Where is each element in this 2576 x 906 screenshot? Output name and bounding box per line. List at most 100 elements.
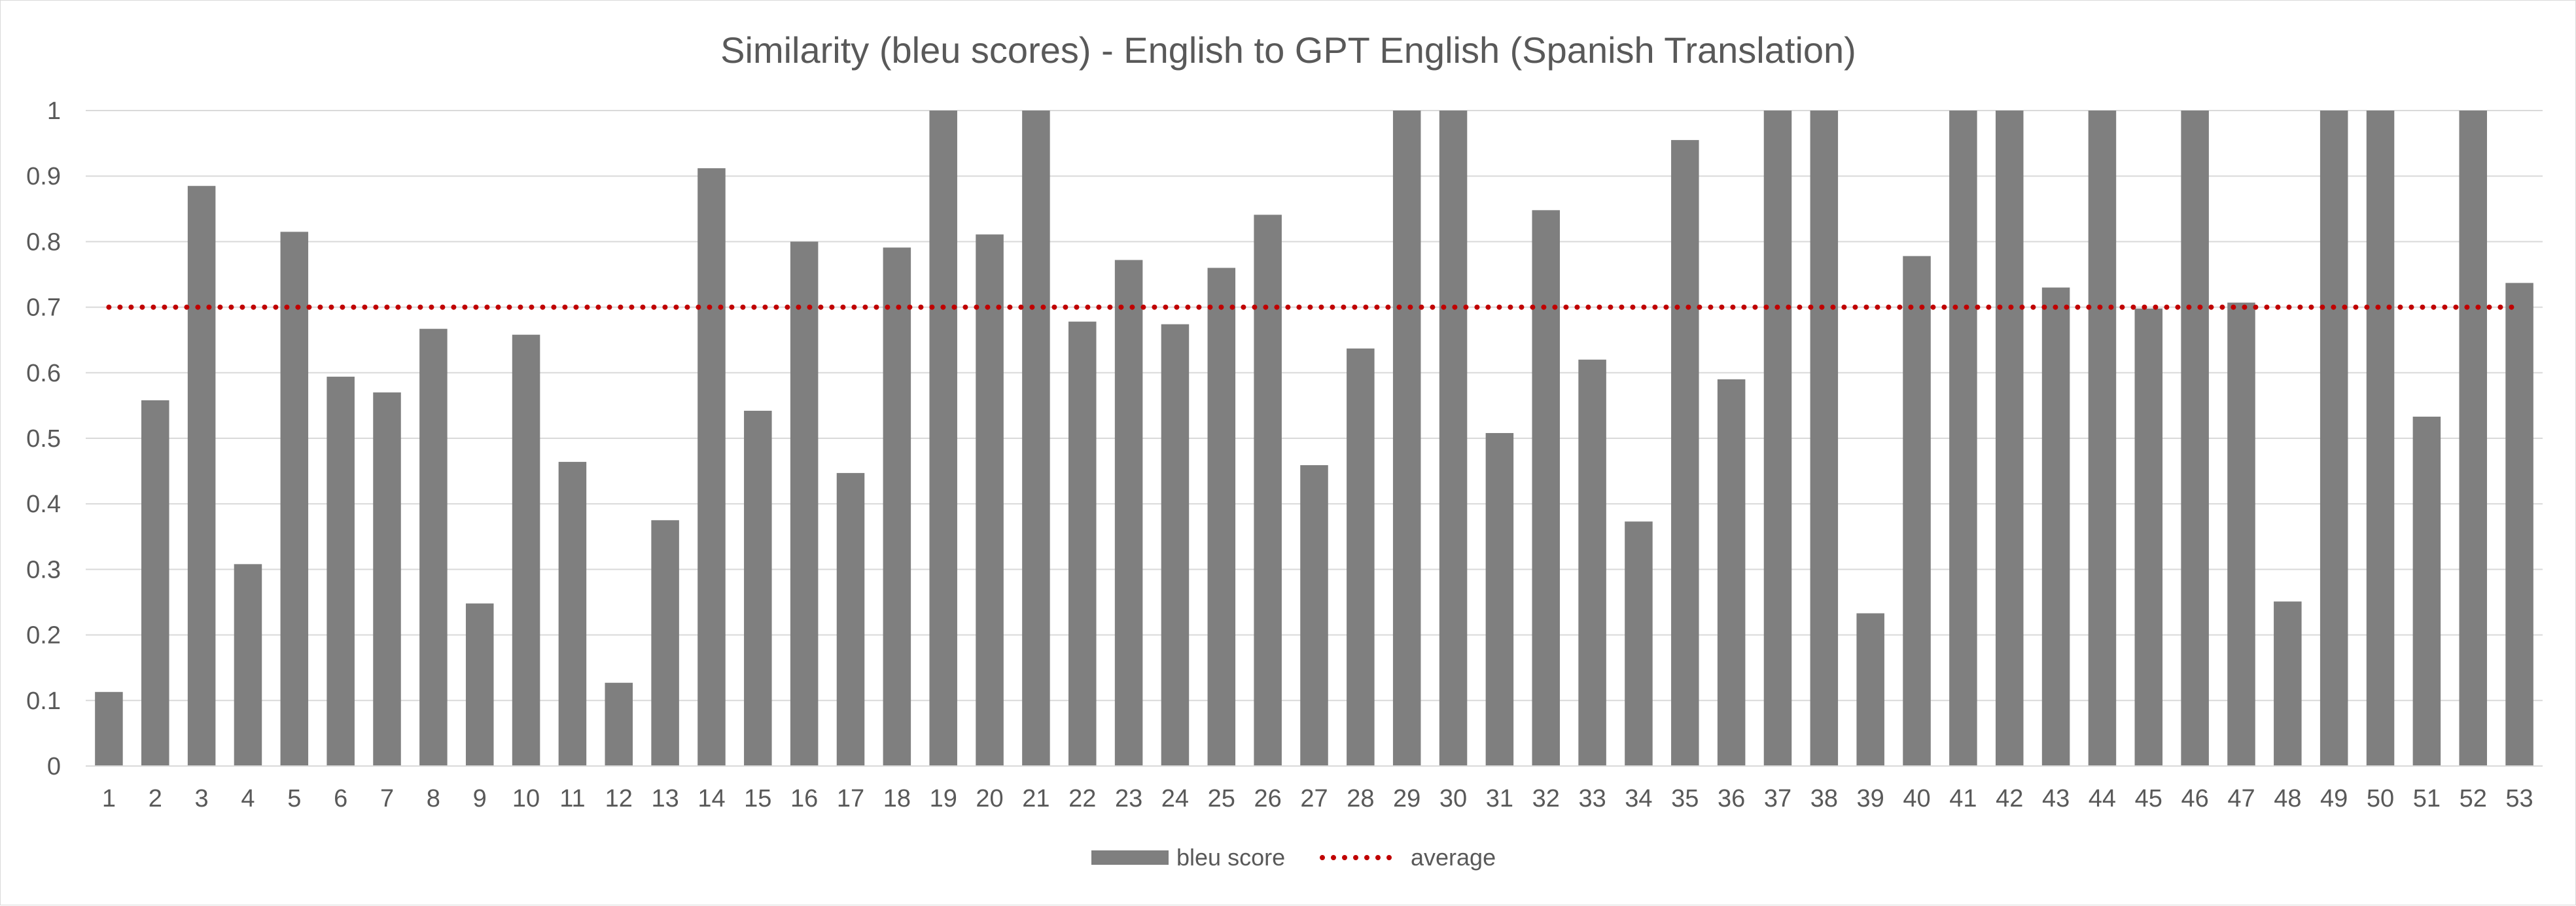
x-tick-label-39: 39: [1857, 785, 1884, 812]
x-tick-label-37: 37: [1764, 785, 1791, 812]
x-axis-tick-labels: 1 2 3 4 5 6 7 8 9 10 11 12 13 14 15 16 17 18 19 20 21 22 23 24 2…: [102, 785, 2533, 812]
bar-43: [2041, 287, 2070, 766]
bar-28: [1347, 348, 1375, 766]
x-tick-label-14: 14: [697, 785, 725, 812]
bar-17: [836, 473, 865, 766]
bar-53: [2505, 283, 2533, 766]
bar-19: [929, 111, 957, 766]
x-tick-label-2: 2: [149, 785, 162, 812]
x-tick-label-22: 22: [1068, 785, 1096, 812]
bar-46: [2181, 111, 2209, 766]
legend-swatch-bleu-score: [1091, 850, 1169, 865]
y-tick-label-0: 0: [47, 753, 61, 780]
bar-36: [1717, 379, 1746, 766]
bar-39: [1856, 613, 1884, 766]
x-tick-label-18: 18: [883, 785, 911, 812]
x-tick-label-20: 20: [976, 785, 1003, 812]
bar-5: [280, 232, 309, 766]
legend-label-bleu-score: bleu score: [1176, 844, 1285, 871]
bar-44: [2088, 111, 2117, 766]
bar-42: [1995, 111, 2024, 766]
x-tick-label-52: 52: [2460, 785, 2487, 812]
x-tick-label-46: 46: [2181, 785, 2208, 812]
y-tick-label-0.9: 0.9: [26, 163, 61, 190]
x-tick-label-33: 33: [1578, 785, 1606, 812]
bar-8: [419, 328, 448, 766]
bar-45: [2134, 308, 2163, 766]
bar-13: [651, 520, 679, 766]
bar-47: [2227, 302, 2255, 766]
bar-51: [2412, 416, 2441, 766]
x-tick-label-51: 51: [2413, 785, 2441, 812]
x-tick-label-10: 10: [512, 785, 540, 812]
x-tick-label-29: 29: [1393, 785, 1420, 812]
x-tick-label-45: 45: [2135, 785, 2162, 812]
bar-11: [558, 462, 587, 766]
bar-1: [95, 691, 123, 766]
x-tick-label-3: 3: [195, 785, 209, 812]
bar-7: [373, 392, 401, 766]
bar-41: [1949, 111, 1977, 766]
x-tick-label-47: 47: [2227, 785, 2255, 812]
bar-23: [1114, 260, 1143, 766]
x-tick-label-36: 36: [1718, 785, 1745, 812]
chart-title: Similarity (bleu scores) - English to GP…: [720, 29, 1856, 71]
y-tick-label-0.1: 0.1: [26, 688, 61, 715]
bar-30: [1439, 111, 1468, 766]
x-tick-label-40: 40: [1903, 785, 1930, 812]
bar-27: [1300, 465, 1328, 766]
x-tick-label-44: 44: [2089, 785, 2116, 812]
x-tick-label-4: 4: [241, 785, 255, 812]
bar-34: [1625, 521, 1653, 766]
legend-label-average: average: [1411, 844, 1496, 871]
bar-18: [883, 247, 911, 767]
bar-14: [697, 168, 726, 766]
y-tick-label-0.6: 0.6: [26, 360, 61, 387]
bar-33: [1578, 359, 1606, 766]
x-tick-label-49: 49: [2320, 785, 2348, 812]
bar-31: [1485, 432, 1514, 766]
bar-48: [2274, 601, 2302, 766]
bar-40: [1903, 256, 1931, 767]
bar-25: [1207, 268, 1236, 767]
bar-37: [1763, 111, 1792, 766]
x-tick-label-48: 48: [2274, 785, 2301, 812]
x-tick-label-15: 15: [744, 785, 771, 812]
y-axis-tick-labels: 0 0.1 0.2 0.3 0.4 0.5 0.6 0.7 0.8 0.9 1: [26, 97, 61, 780]
bar-4: [234, 564, 262, 766]
x-tick-label-11: 11: [559, 785, 585, 812]
bar-22: [1068, 321, 1097, 766]
x-tick-label-12: 12: [605, 785, 633, 812]
y-tick-label-0.8: 0.8: [26, 228, 61, 256]
y-tick-label-0.4: 0.4: [26, 491, 61, 518]
x-tick-label-50: 50: [2367, 785, 2394, 812]
x-tick-label-43: 43: [2042, 785, 2070, 812]
y-tick-label-0.2: 0.2: [26, 622, 61, 650]
bar-29: [1392, 111, 1421, 766]
bar-26: [1254, 215, 1282, 766]
x-tick-label-5: 5: [287, 785, 301, 812]
bar-16: [790, 241, 819, 766]
bar-32: [1532, 210, 1560, 767]
x-tick-label-27: 27: [1300, 785, 1328, 812]
bar-50: [2366, 111, 2395, 766]
bar-series: [95, 111, 2533, 767]
x-tick-label-19: 19: [930, 785, 957, 812]
x-tick-label-25: 25: [1208, 785, 1235, 812]
x-tick-label-8: 8: [427, 785, 440, 812]
bar-38: [1810, 111, 1839, 766]
x-tick-label-7: 7: [380, 785, 394, 812]
bar-35: [1671, 140, 1699, 767]
x-tick-label-26: 26: [1254, 785, 1282, 812]
y-tick-label-0.5: 0.5: [26, 425, 61, 453]
x-tick-label-53: 53: [2505, 785, 2533, 812]
bar-21: [1022, 111, 1050, 766]
bar-49: [2320, 111, 2348, 766]
x-tick-label-30: 30: [1439, 785, 1467, 812]
x-tick-label-38: 38: [1810, 785, 1838, 812]
y-tick-label-1: 1: [47, 97, 61, 125]
x-tick-label-41: 41: [1949, 785, 1977, 812]
bar-24: [1161, 324, 1190, 767]
